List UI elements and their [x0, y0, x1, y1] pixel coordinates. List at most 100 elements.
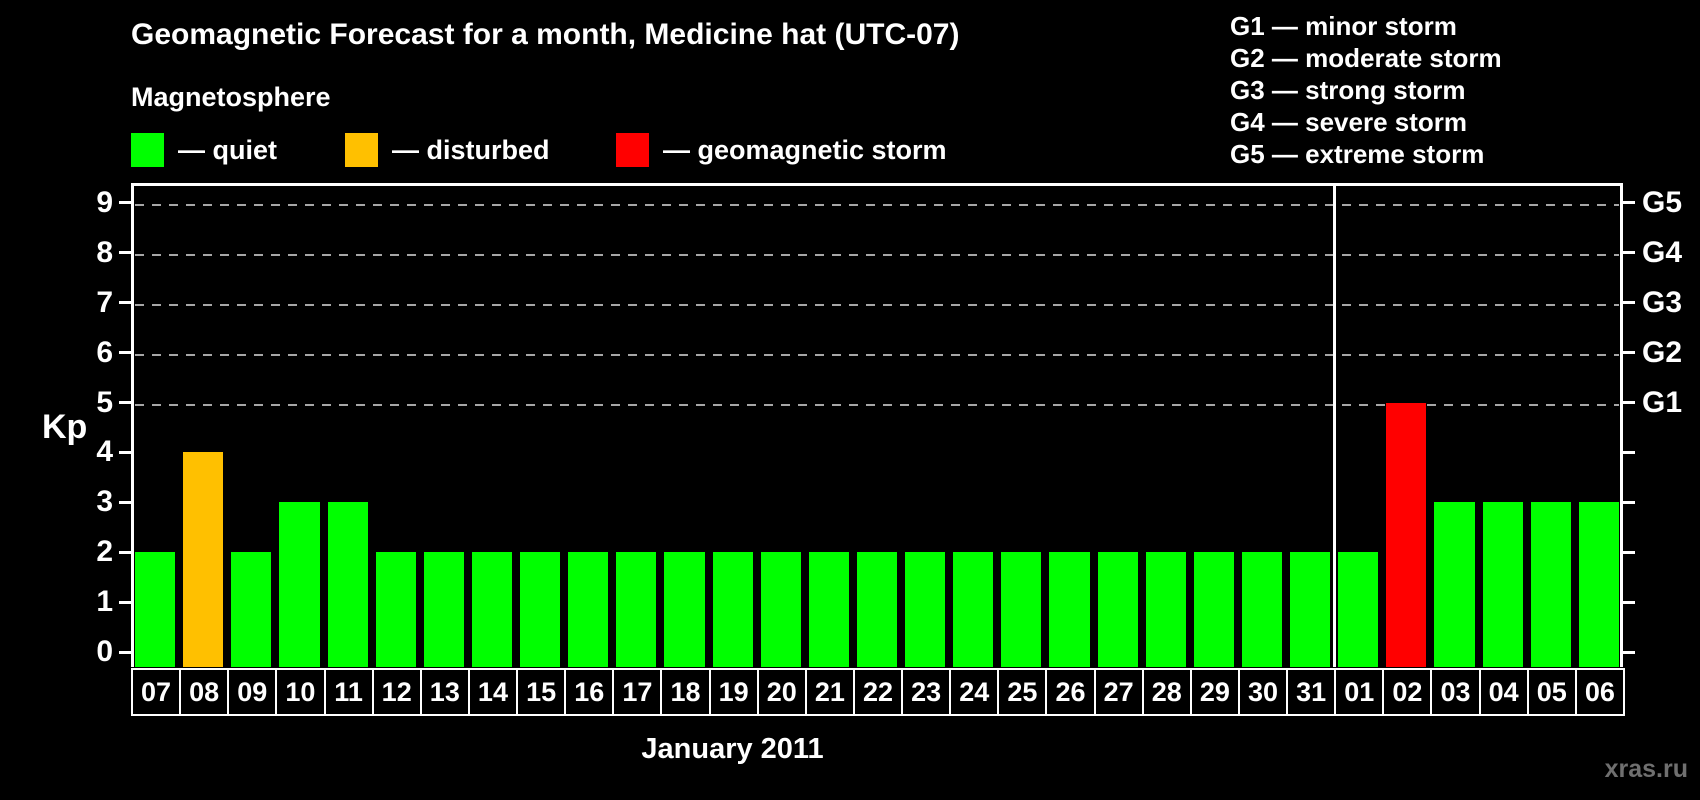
- legend-swatch-quiet: [131, 133, 164, 167]
- kp-tick-label-1: 1: [96, 585, 113, 619]
- g-axis-label-G4: G4: [1642, 235, 1683, 269]
- g-scale-item-4: G4 — severe storm: [1230, 107, 1468, 137]
- legend-swatch-storm: [616, 133, 649, 167]
- kp-tick-left-2: [119, 550, 131, 554]
- day-cell-14: 14: [467, 668, 519, 716]
- kp-bar-day-04: [1482, 502, 1523, 667]
- g-scale-item-1: G1 — minor storm: [1230, 11, 1457, 41]
- kp-tick-left-1: [119, 600, 131, 604]
- day-cell-05: 05: [1526, 668, 1577, 716]
- kp-gridline-7: [135, 303, 1619, 306]
- g-scale-item-5: G5 — extreme storm: [1230, 139, 1485, 169]
- day-cell-22: 22: [852, 668, 904, 716]
- day-cell-20: 20: [756, 668, 807, 716]
- legend-swatch-disturbed: [345, 133, 378, 167]
- day-cell-25: 25: [997, 668, 1048, 716]
- day-cell-24: 24: [949, 668, 1000, 716]
- kp-tick-right-0: [1623, 650, 1635, 654]
- kp-tick-right-1: [1623, 600, 1635, 604]
- day-cell-28: 28: [1141, 668, 1192, 716]
- kp-tick-left-9: [119, 201, 131, 205]
- day-cell-13: 13: [419, 668, 470, 716]
- kp-bar-day-31: [1290, 552, 1331, 667]
- day-cell-02: 02: [1382, 668, 1433, 716]
- g-scale-item-2: G2 — moderate storm: [1230, 43, 1502, 73]
- kp-bar-day-27: [1097, 552, 1138, 667]
- kp-bar-day-20: [760, 552, 801, 667]
- kp-tick-right-5: [1623, 401, 1635, 404]
- day-cell-30: 30: [1237, 668, 1289, 716]
- kp-tick-label-0: 0: [96, 635, 113, 668]
- kp-bar-day-07: [135, 552, 176, 667]
- kp-bar-day-23: [905, 552, 946, 667]
- day-cell-29: 29: [1189, 668, 1240, 716]
- kp-tick-right-9: [1623, 201, 1635, 205]
- kp-bar-day-26: [1049, 552, 1090, 667]
- day-cell-04: 04: [1478, 668, 1529, 716]
- kp-bar-day-16: [568, 552, 609, 667]
- kp-bar-day-19: [712, 552, 753, 667]
- kp-tick-left-0: [119, 650, 131, 654]
- kp-bar-day-11: [327, 502, 368, 667]
- kp-bar-day-13: [423, 552, 464, 667]
- kp-bar-day-17: [616, 552, 657, 667]
- kp-tick-left-8: [119, 251, 131, 255]
- g-axis-label-G5: G5: [1642, 185, 1683, 219]
- kp-tick-right-8: [1623, 251, 1635, 255]
- kp-bar-day-06: [1578, 502, 1619, 667]
- day-cell-19: 19: [708, 668, 759, 716]
- kp-tick-label-4: 4: [96, 435, 113, 469]
- kp-bar-day-01: [1338, 552, 1379, 667]
- day-cell-15: 15: [516, 668, 567, 716]
- month-label: January 2011: [641, 733, 824, 765]
- kp-tick-label-3: 3: [96, 485, 113, 519]
- kp-bar-day-29: [1193, 552, 1234, 667]
- kp-tick-right-6: [1623, 351, 1635, 355]
- kp-axis-label: Kp: [42, 408, 88, 446]
- kp-tick-label-5: 5: [96, 385, 113, 419]
- kp-bar-day-24: [953, 552, 994, 667]
- g-axis-label-G2: G2: [1642, 335, 1683, 369]
- legend-label-disturbed: — disturbed: [392, 134, 550, 165]
- g-axis-label-G1: G1: [1642, 385, 1683, 419]
- day-cell-01: 01: [1334, 668, 1385, 716]
- kp-bar-day-14: [471, 552, 513, 667]
- kp-tick-left-3: [119, 500, 131, 504]
- legend-item-storm: — geomagnetic storm: [616, 133, 947, 167]
- kp-bar-day-02: [1386, 402, 1427, 667]
- day-cell-23: 23: [901, 668, 952, 716]
- kp-tick-label-9: 9: [96, 185, 113, 219]
- kp-bar-day-12: [375, 552, 416, 667]
- day-cell-03: 03: [1430, 668, 1481, 716]
- kp-bar-day-09: [231, 552, 272, 667]
- day-cell-17: 17: [612, 668, 663, 716]
- kp-tick-left-4: [119, 450, 131, 454]
- day-cell-16: 16: [564, 668, 615, 716]
- legend-item-disturbed: — disturbed: [345, 133, 550, 167]
- kp-tick-right-3: [1623, 500, 1635, 504]
- kp-bar-day-30: [1241, 552, 1283, 667]
- kp-gridline-9: [135, 203, 1619, 206]
- day-cell-06: 06: [1574, 668, 1625, 716]
- day-cell-12: 12: [371, 668, 422, 716]
- day-cell-18: 18: [660, 668, 711, 716]
- kp-tick-label-6: 6: [96, 335, 113, 369]
- kp-tick-left-7: [119, 301, 131, 305]
- kp-bar-day-08: [183, 452, 224, 667]
- kp-tick-label-8: 8: [96, 235, 113, 269]
- kp-bar-day-03: [1434, 502, 1475, 667]
- kp-tick-right-7: [1623, 301, 1635, 305]
- kp-bar-day-05: [1530, 502, 1571, 667]
- kp-gridline-6: [135, 353, 1619, 356]
- day-cell-21: 21: [804, 668, 855, 716]
- kp-tick-left-5: [119, 401, 131, 404]
- kp-bar-day-22: [856, 552, 898, 667]
- plot-area: [131, 183, 1623, 667]
- day-cell-11: 11: [323, 668, 374, 716]
- kp-tick-label-2: 2: [96, 535, 113, 569]
- kp-tick-label-7: 7: [96, 285, 113, 319]
- kp-bar-day-28: [1145, 552, 1186, 667]
- storm-scale-legend: G1 — minor storm G2 — moderate storm G3 — …: [1230, 10, 1502, 170]
- kp-gridline-8: [135, 253, 1619, 256]
